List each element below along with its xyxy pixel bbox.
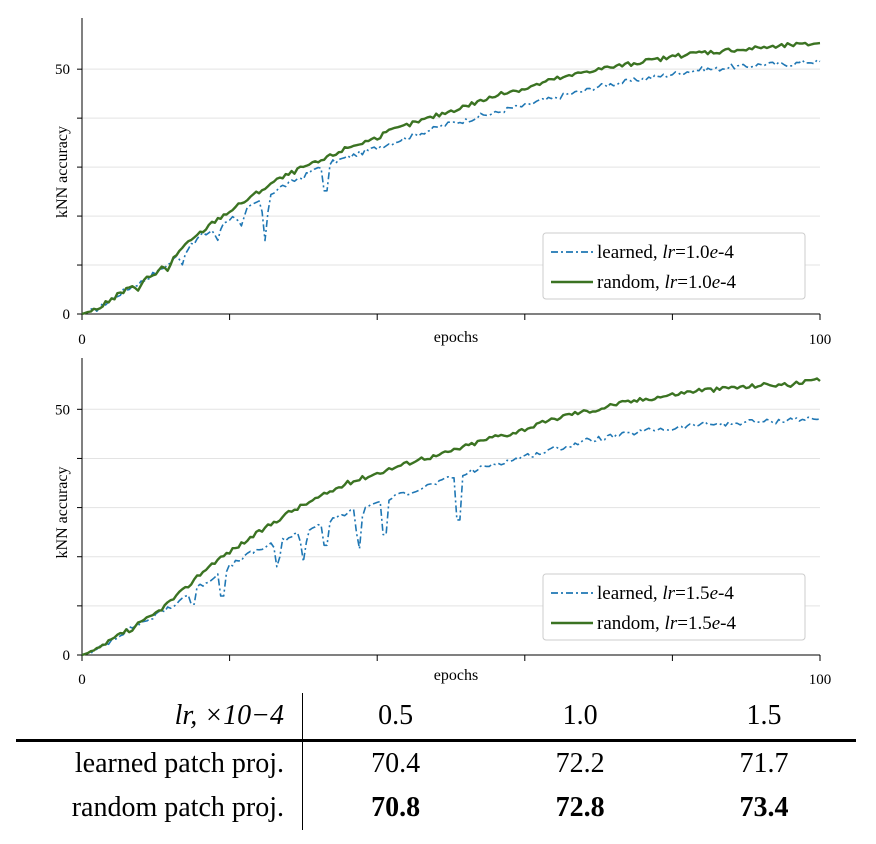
table-row-learned: learned patch proj. 70.4 72.2 71.7 — [16, 740, 856, 786]
table-cell: 72.2 — [555, 748, 605, 779]
lr-value-header: 1.5 — [672, 693, 856, 742]
y-tick-label: 0 — [63, 648, 71, 664]
series-line-random — [81, 41, 821, 316]
knn-accuracy-chart-top: 0 50 0 100 epochs kNN accuracy learned, lr=1.0… — [54, 18, 832, 348]
knn-accuracy-chart-bottom: 0 50 0 100 epochs kNN accuracy learned, lr=1.5… — [54, 358, 832, 688]
series-line-random — [81, 377, 821, 657]
x-tick-label: 0 — [78, 332, 86, 348]
x-axis-label: epochs — [434, 667, 478, 684]
lr-value-header: 0.5 — [302, 693, 489, 742]
y-axis-label: kNN accuracy — [54, 467, 71, 559]
legend-box — [542, 573, 806, 641]
x-tick-label: 100 — [809, 332, 832, 348]
legend-label-learned: learned, lr=1.5e-4 — [597, 583, 734, 604]
x-axis-label: epochs — [434, 329, 478, 346]
y-axis-label: kNN accuracy — [54, 126, 71, 218]
table-header-row: lr, ×10−4 0.5 1.0 1.5 — [16, 693, 856, 742]
legend-label-random: random, lr=1.5e-4 — [597, 613, 736, 634]
table-cell: 70.4 — [371, 748, 421, 779]
table-cell: 70.8 — [371, 792, 421, 823]
legend-label-random: random, lr=1.0e-4 — [597, 272, 736, 293]
legend-label-learned: learned, lr=1.0e-4 — [597, 242, 734, 263]
results-table: lr, ×10−4 0.5 1.0 1.5 learned patch proj… — [16, 693, 856, 833]
legend: learned, lr=1.5e-4 random, lr=1.5e-4 — [542, 573, 806, 641]
y-tick-label: 0 — [63, 307, 71, 323]
table-row-random: random patch proj. 70.8 72.8 73.4 — [16, 786, 856, 830]
series-line-learned — [81, 59, 821, 315]
x-tick-label: 100 — [809, 672, 832, 688]
legend: learned, lr=1.0e-4 random, lr=1.0e-4 — [542, 232, 806, 300]
legend-box — [542, 232, 806, 300]
row-label: random patch proj. — [16, 786, 303, 830]
row-label: learned patch proj. — [16, 740, 303, 786]
lr-header-cell: lr, ×10−4 — [16, 693, 303, 742]
y-tick-label: 50 — [55, 62, 70, 78]
lr-value-header: 1.0 — [488, 693, 673, 742]
x-tick-label: 0 — [78, 672, 86, 688]
table-cell: 72.8 — [555, 792, 605, 823]
y-tick-label: 50 — [55, 402, 70, 418]
table-cell: 73.4 — [739, 792, 789, 823]
table-cell: 71.7 — [739, 748, 789, 779]
